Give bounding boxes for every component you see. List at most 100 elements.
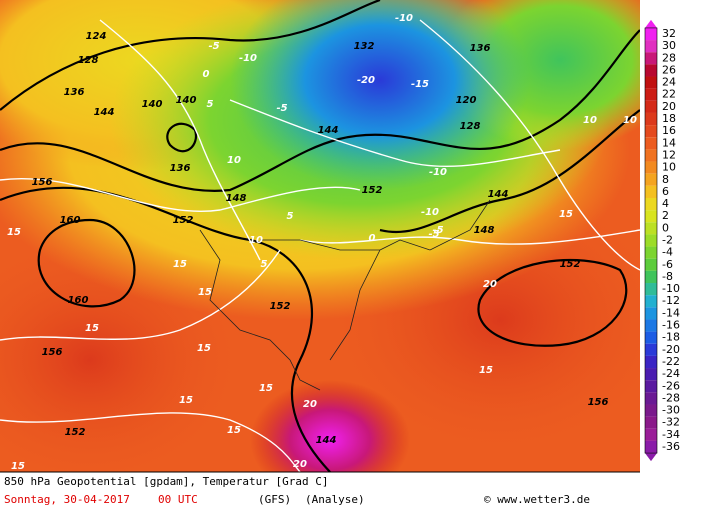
contour-label: 15	[173, 259, 187, 270]
credit: © www.wetter3.de	[484, 493, 590, 506]
contour-label: 160	[68, 295, 89, 306]
colorbar-swatch	[645, 64, 657, 77]
colorbar-label: -4	[662, 246, 673, 259]
colorbar-label: 30	[662, 39, 676, 52]
colorbar-label: -24	[662, 367, 680, 380]
contour-label: -20	[357, 75, 375, 86]
colorbar-swatch	[645, 307, 657, 320]
colorbar-label: 32	[662, 27, 676, 40]
contour-label: 10	[227, 155, 241, 166]
contour-label: 152	[362, 185, 383, 196]
colorbar-label: 18	[662, 112, 676, 125]
colorbar-swatch	[645, 88, 657, 101]
contour-label: 5	[261, 259, 268, 270]
colorbar-label: -26	[662, 379, 680, 392]
contour-label: 15	[85, 323, 99, 334]
colorbar-swatch	[645, 52, 657, 65]
colorbar-swatch	[645, 246, 657, 259]
time: 00 UTC	[158, 493, 198, 506]
colorbar-frame	[644, 27, 658, 454]
colorbar-top-arrow	[645, 19, 657, 28]
contour-label: 124	[86, 31, 107, 42]
contour-label: 15	[198, 287, 212, 298]
contour-label: 15	[197, 343, 211, 354]
colorbar-swatch	[645, 270, 657, 284]
colorbar-label: -36	[662, 440, 680, 453]
contour-label: 152	[65, 427, 86, 438]
colorbar-label: 24	[662, 76, 676, 89]
contour-label: 20	[293, 459, 307, 470]
contour-label: 152	[560, 259, 581, 270]
colorbar-label: 4	[662, 197, 669, 210]
colorbar-swatch	[645, 197, 657, 211]
colorbar-swatch	[645, 404, 657, 417]
colorbar-swatch	[645, 161, 657, 174]
map-field	[0, 0, 640, 472]
contour-label: 140	[142, 99, 163, 110]
colorbar-swatch	[645, 137, 657, 150]
footer-bg	[0, 472, 640, 513]
colorbar-label: -10	[662, 282, 680, 295]
colorbar-label: -6	[662, 258, 673, 271]
contour-label: 156	[32, 177, 53, 188]
colorbar-swatch	[645, 343, 657, 356]
colorbar-label: -18	[662, 331, 680, 344]
contour-label: 152	[270, 301, 291, 312]
colorbar-label: 2	[662, 209, 669, 222]
colorbar-label: 28	[662, 51, 676, 64]
colorbar-swatch	[645, 440, 657, 454]
colorbar-label: -30	[662, 404, 680, 417]
contour-label: 128	[78, 55, 99, 66]
contour-label: 15	[11, 461, 25, 472]
colorbar-label: 8	[662, 173, 669, 186]
contour-label: -5	[432, 225, 443, 236]
contour-label: 136	[64, 87, 85, 98]
colorbar-swatch	[645, 112, 657, 126]
colorbar-swatch	[645, 428, 657, 441]
contour-label: -5	[208, 41, 219, 52]
contour-label: 144	[488, 189, 509, 200]
contour-label: 160	[60, 215, 81, 226]
colorbar-label: -32	[662, 416, 680, 429]
date: Sonntag, 30-04-2017	[4, 493, 130, 506]
contour-label: -10	[395, 13, 413, 24]
colorbar-swatch	[645, 295, 657, 308]
contour-label: 10	[583, 115, 597, 126]
contour-label: 152	[173, 215, 194, 226]
contour-label: -10	[421, 207, 439, 218]
contour-label: 156	[42, 347, 63, 358]
colorbar-label: 12	[662, 148, 676, 161]
contour-label: 0	[369, 233, 376, 244]
contour-label: 15	[479, 365, 493, 376]
model: (GFS)	[258, 493, 291, 506]
colorbar-swatch	[645, 27, 657, 41]
colorbar-swatch	[645, 222, 657, 235]
colorbar-swatch	[645, 173, 657, 186]
contour-label: 136	[470, 43, 491, 54]
contour-label: 5	[287, 211, 294, 222]
contour-label: -10	[239, 53, 257, 64]
colorbar-label: 10	[662, 161, 676, 174]
colorbar-label: -22	[662, 355, 680, 368]
colorbar-swatch	[645, 331, 657, 344]
colorbar-label: 26	[662, 63, 676, 76]
run: (Analyse)	[305, 493, 365, 506]
contour-label: 136	[170, 163, 191, 174]
colorbar-label: -14	[662, 306, 680, 319]
colorbar-label: -28	[662, 391, 680, 404]
colorbar-label: -2	[662, 234, 673, 247]
colorbar-label: 16	[662, 124, 676, 137]
contour-label: 20	[303, 399, 317, 410]
colorbar-swatch	[645, 185, 657, 198]
colorbar-swatch	[645, 149, 657, 162]
colorbar-swatch	[645, 125, 657, 138]
contour-label: 5	[207, 99, 214, 110]
colorbar-swatch	[645, 319, 657, 332]
colorbar-label: 0	[662, 221, 669, 234]
colorbar-label: -12	[662, 294, 680, 307]
contour-label: 148	[474, 225, 495, 236]
colorbar-label: -20	[662, 343, 680, 356]
colorbar-label: -16	[662, 319, 680, 332]
colorbar-swatch	[645, 234, 657, 247]
